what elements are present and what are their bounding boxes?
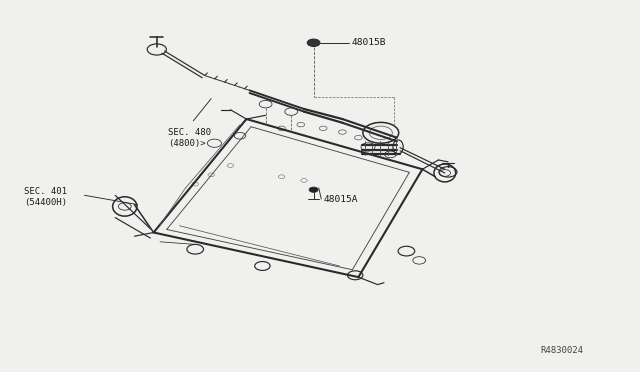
Circle shape [307, 39, 320, 46]
Text: R4830024: R4830024 [541, 346, 584, 355]
Text: SEC. 401
(54400H): SEC. 401 (54400H) [24, 187, 67, 207]
Text: 48015A: 48015A [323, 195, 358, 203]
Text: 48015B: 48015B [352, 38, 387, 47]
Text: SEC. 480
(4800)>: SEC. 480 (4800)> [168, 128, 211, 148]
Circle shape [309, 187, 318, 192]
